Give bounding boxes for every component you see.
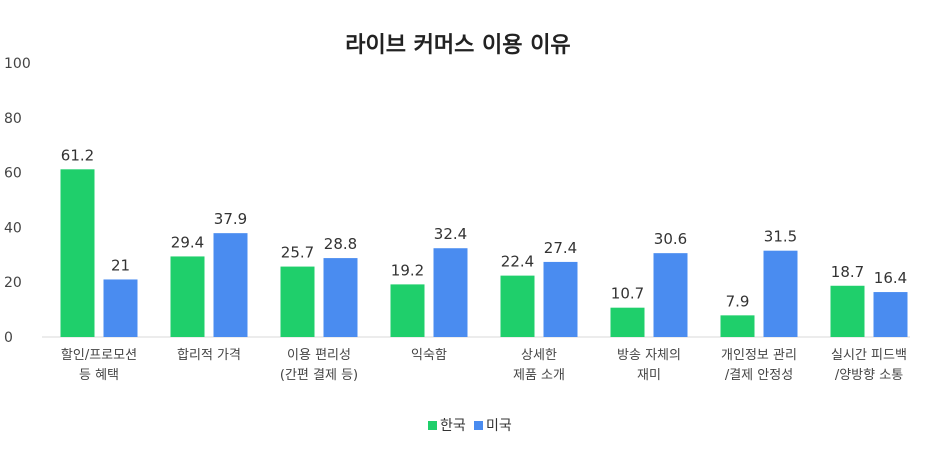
bar-korea — [60, 169, 95, 337]
data-label: 16.4 — [874, 269, 907, 287]
category-label: 상세한 — [521, 348, 557, 363]
category-label: 합리적 가격 — [177, 348, 241, 363]
y-axis: 0 20 40 60 80 100 — [4, 56, 31, 346]
y-tick-label: 80 — [4, 111, 22, 127]
y-tick-label: 100 — [4, 56, 31, 72]
legend: 한국 미국 — [428, 418, 512, 434]
data-label: 19.2 — [391, 261, 424, 279]
bar-korea — [610, 307, 645, 337]
bar-usa — [873, 292, 908, 337]
category-label: 등 혜택 — [79, 368, 119, 383]
y-tick-label: 60 — [4, 166, 22, 182]
bar-usa — [433, 248, 468, 337]
category-label: 실시간 피드백 — [831, 348, 907, 363]
category-label: 제품 소개 — [513, 368, 565, 383]
bar-usa — [763, 250, 798, 337]
data-label: 37.9 — [214, 210, 247, 228]
category-label: 개인정보 관리 — [721, 348, 797, 363]
data-label: 10.7 — [611, 285, 644, 303]
bar-korea — [170, 256, 205, 337]
category-label: 이용 편리성 — [287, 348, 351, 363]
bar-usa — [653, 253, 688, 337]
category-label: 할인/프로모션 — [61, 348, 137, 363]
legend-swatch — [474, 421, 483, 430]
data-label: 21 — [111, 256, 130, 274]
chart-title: 라이브 커머스 이용 이유 — [345, 33, 570, 58]
category-label: /결제 안정성 — [725, 368, 793, 383]
category-label: (간편 결제 등) — [280, 368, 358, 383]
category-label: /양방향 소통 — [835, 368, 903, 383]
legend-label: 한국 — [440, 418, 466, 434]
data-label: 27.4 — [544, 239, 577, 257]
data-label: 29.4 — [171, 233, 204, 251]
category-label: 방송 자체의 — [617, 348, 681, 363]
bar-usa — [323, 258, 358, 337]
data-label: 31.5 — [764, 228, 797, 246]
y-tick-label: 20 — [4, 275, 22, 291]
bar-usa — [213, 233, 248, 337]
data-label: 32.4 — [434, 225, 467, 243]
category-label: 익숙함 — [411, 348, 447, 363]
y-tick-label: 40 — [4, 220, 22, 236]
data-label: 18.7 — [831, 263, 864, 281]
data-label: 28.8 — [324, 235, 357, 253]
bar-series-group: 61.2 29.4 25.7 19.2 22.4 10.7 7.9 18.7 21 37.9 28.… — [60, 146, 908, 337]
bar-korea — [390, 284, 425, 337]
bar-usa — [103, 279, 138, 337]
bar-usa — [543, 261, 578, 337]
y-tick-label: 0 — [4, 330, 13, 346]
data-label: 25.7 — [281, 244, 314, 262]
bar-korea — [500, 275, 535, 337]
bar-korea — [280, 266, 315, 337]
data-label: 61.2 — [61, 146, 94, 164]
bar-korea — [830, 285, 865, 337]
bar-korea — [720, 315, 755, 337]
data-label: 22.4 — [501, 253, 534, 271]
data-label: 7.9 — [726, 292, 750, 310]
legend-label: 미국 — [486, 418, 512, 434]
category-label: 재미 — [637, 368, 661, 383]
legend-swatch — [428, 421, 437, 430]
data-label: 30.6 — [654, 230, 687, 248]
